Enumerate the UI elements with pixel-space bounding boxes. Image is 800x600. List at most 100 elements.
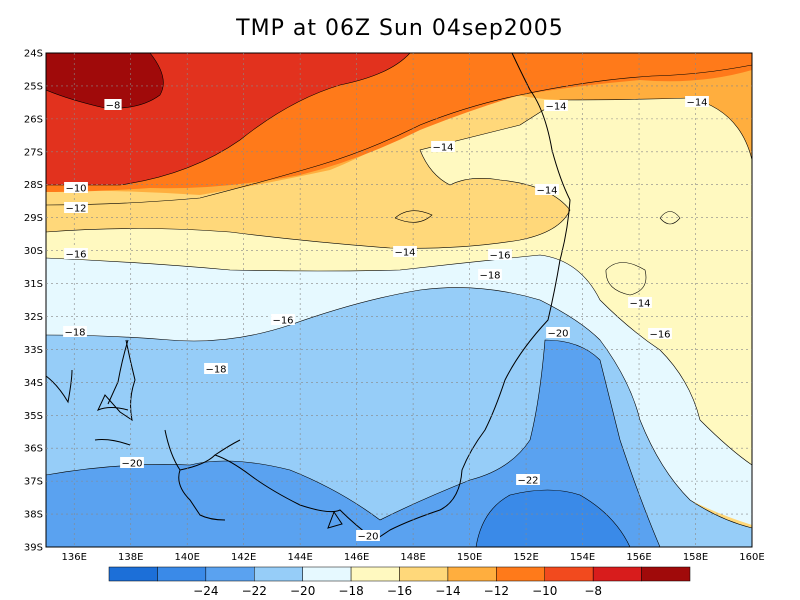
svg-text:−16: −16 bbox=[65, 250, 86, 261]
svg-text:−22: −22 bbox=[517, 476, 538, 487]
lon-tick-label: 136E bbox=[62, 552, 87, 563]
colorbar-swatch bbox=[350, 566, 400, 582]
svg-text:−20: −20 bbox=[547, 329, 568, 340]
svg-text:−14: −14 bbox=[545, 102, 566, 113]
lat-tick-label: 24S bbox=[24, 49, 43, 60]
contour-label: −16 bbox=[271, 314, 295, 327]
lon-tick-label: 142E bbox=[231, 552, 256, 563]
contour-label: −14 bbox=[431, 141, 455, 154]
svg-text:−18: −18 bbox=[64, 328, 85, 339]
colorbar-label: −8 bbox=[584, 584, 602, 598]
plot-frame bbox=[45, 52, 753, 548]
svg-text:−10: −10 bbox=[65, 184, 86, 195]
colorbar-swatch bbox=[254, 566, 303, 582]
lat-tick-label: 38S bbox=[24, 510, 43, 521]
colorbar-label: −18 bbox=[338, 584, 363, 598]
colorbar-label: −10 bbox=[532, 584, 557, 598]
lon-tick-label: 152E bbox=[513, 552, 538, 563]
band-dark-red bbox=[46, 53, 164, 109]
contour-label: −14 bbox=[535, 184, 559, 197]
contour-label: −16 bbox=[648, 328, 672, 341]
lon-tick-label: 140E bbox=[174, 552, 199, 563]
svg-text:−20: −20 bbox=[357, 532, 378, 543]
contour-label: −20 bbox=[120, 457, 144, 470]
contour-label: −12 bbox=[64, 202, 88, 215]
lon-tick-label: 148E bbox=[400, 552, 425, 563]
lon-tick-label: 154E bbox=[570, 552, 595, 563]
colorbar-swatch bbox=[157, 566, 207, 582]
colorbar-label: −12 bbox=[484, 584, 509, 598]
svg-text:−18: −18 bbox=[205, 365, 226, 376]
lat-tick-label: 25S bbox=[24, 81, 43, 92]
lat-tick-label: 34S bbox=[24, 378, 43, 389]
lon-tick-label: 138E bbox=[118, 552, 143, 563]
lat-tick-label: 28S bbox=[24, 180, 43, 191]
contour-label: −20 bbox=[546, 327, 570, 340]
lat-tick-label: 27S bbox=[24, 147, 43, 158]
contour-label: −14 bbox=[628, 297, 652, 310]
lat-tick-label: 35S bbox=[24, 411, 43, 422]
axis-ticks: 24S 25S 26S 27S 28S 29S 30S 31S 32S 33S 34S 35S 36S 3… bbox=[24, 49, 765, 564]
svg-text:−16: −16 bbox=[489, 251, 510, 262]
lon-tick-label: 150E bbox=[457, 552, 482, 563]
lon-tick-label: 146E bbox=[344, 552, 369, 563]
svg-text:−14: −14 bbox=[629, 299, 650, 310]
contour-label: −14 bbox=[393, 246, 417, 259]
svg-text:−16: −16 bbox=[272, 316, 293, 327]
svg-text:−14: −14 bbox=[536, 186, 557, 197]
lon-tick-label: 160E bbox=[739, 552, 764, 563]
contour-label: −16 bbox=[64, 248, 88, 261]
contour-label: −18 bbox=[204, 363, 228, 376]
svg-text:−14: −14 bbox=[686, 98, 707, 109]
gridlines bbox=[46, 53, 752, 547]
colorbar-label: −22 bbox=[242, 584, 267, 598]
map-title: TMP at 06Z Sun 04sep2005 bbox=[236, 16, 564, 41]
colorbar-swatch bbox=[205, 566, 255, 582]
lon-tick-label: 156E bbox=[626, 552, 651, 563]
lat-tick-label: 29S bbox=[24, 213, 43, 224]
svg-text:−18: −18 bbox=[479, 271, 500, 282]
contour-label: −10 bbox=[64, 182, 88, 195]
colorbar-swatch bbox=[592, 566, 642, 582]
colorbar-swatch bbox=[447, 566, 497, 582]
svg-text:−14: −14 bbox=[432, 143, 453, 154]
lat-tick-label: 32S bbox=[24, 312, 43, 323]
lat-tick-label: 31S bbox=[24, 279, 43, 290]
coastline bbox=[46, 53, 571, 541]
colorbar-swatch bbox=[302, 566, 352, 582]
colorbar-label: −24 bbox=[193, 584, 218, 598]
contour-lines bbox=[46, 53, 752, 547]
lat-tick-label: 39S bbox=[24, 543, 43, 554]
contour-label: −16 bbox=[488, 249, 512, 262]
colorbar-label: −14 bbox=[435, 584, 460, 598]
contour-label: −14 bbox=[685, 96, 709, 109]
band-blue bbox=[476, 490, 630, 547]
colorbar-swatch bbox=[399, 566, 449, 582]
contour-labels: −8 −10 −12 −14 −14 −14 −14 −14 −14 −16 −16 −16 −16 −1… bbox=[63, 96, 709, 543]
colorbar-swatch bbox=[544, 566, 594, 582]
colorbar-swatch bbox=[641, 566, 691, 582]
contour-label: −18 bbox=[63, 326, 87, 339]
lat-tick-label: 36S bbox=[24, 444, 43, 455]
lat-tick-label: 33S bbox=[24, 345, 43, 356]
contour-label: −18 bbox=[478, 269, 502, 282]
colorbar-swatch bbox=[108, 566, 158, 582]
colorbar-label: −16 bbox=[387, 584, 412, 598]
contour-label: −20 bbox=[356, 530, 380, 543]
lon-tick-label: 158E bbox=[683, 552, 708, 563]
svg-text:−14: −14 bbox=[394, 248, 415, 259]
lat-tick-label: 26S bbox=[24, 114, 43, 125]
svg-text:−20: −20 bbox=[121, 459, 142, 470]
svg-text:−12: −12 bbox=[65, 204, 86, 215]
svg-text:−16: −16 bbox=[649, 330, 670, 341]
contour-label: −8 bbox=[104, 99, 122, 112]
lat-tick-label: 37S bbox=[24, 477, 43, 488]
colorbar-swatch bbox=[496, 566, 546, 582]
colorbar: −24 −22 −20 −18 −16 −14 −12 −10 −8 bbox=[108, 566, 691, 598]
contour-label: −14 bbox=[544, 100, 568, 113]
band-mid-blue bbox=[46, 340, 660, 547]
lat-tick-label: 30S bbox=[24, 246, 43, 257]
svg-text:−8: −8 bbox=[106, 101, 121, 112]
contour-label: −22 bbox=[516, 474, 540, 487]
